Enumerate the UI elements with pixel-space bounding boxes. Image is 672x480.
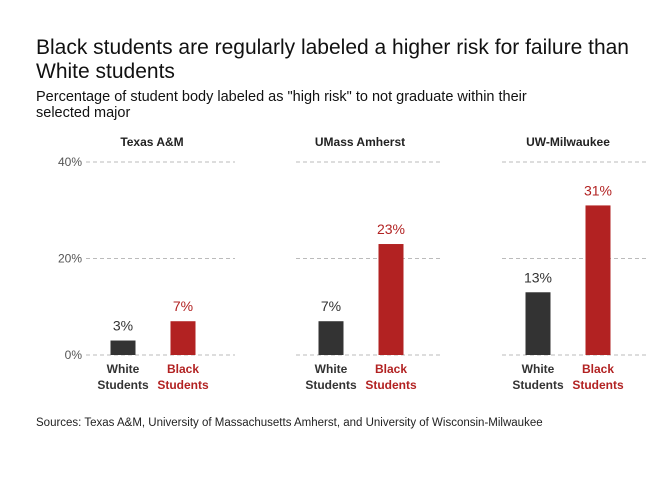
- x-tick-label: Students: [365, 378, 417, 392]
- bar-chart: 0% 20% 40% Texas A&M 3% White Students 7% Black S…: [58, 135, 649, 392]
- facet-title: Texas A&M: [120, 135, 183, 149]
- x-tick-label: Black: [582, 362, 614, 376]
- data-label: 31%: [584, 182, 612, 198]
- x-tick-label: Students: [572, 378, 624, 392]
- bar: [318, 321, 344, 355]
- x-tick-label: Students: [97, 378, 149, 392]
- facet-title: UMass Amherst: [315, 135, 405, 149]
- x-tick-label: Black: [375, 362, 407, 376]
- facet-title: UW-Milwaukee: [526, 135, 610, 149]
- data-label: 3%: [113, 318, 133, 334]
- y-tick-label: 40%: [58, 155, 82, 169]
- x-tick-label: Students: [305, 378, 357, 392]
- chart-subtitle: Percentage of student body labeled as "h…: [36, 89, 527, 121]
- data-label: 7%: [321, 298, 341, 314]
- bar: [585, 205, 611, 355]
- data-label: 13%: [524, 269, 552, 285]
- x-tick-label: Students: [157, 378, 209, 392]
- chart-title: Black students are regularly labeled a h…: [36, 36, 629, 83]
- y-tick-label: 20%: [58, 252, 82, 266]
- sources-caption: Sources: Texas A&M, University of Massac…: [36, 417, 543, 429]
- bar: [110, 340, 136, 355]
- x-tick-label: White: [315, 362, 348, 376]
- x-tick-label: White: [522, 362, 555, 376]
- bar: [170, 321, 196, 355]
- x-tick-label: White: [107, 362, 140, 376]
- data-label: 7%: [173, 298, 193, 314]
- bar: [525, 292, 551, 355]
- data-label: 23%: [377, 221, 405, 237]
- bar: [378, 244, 404, 355]
- x-tick-label: Black: [167, 362, 199, 376]
- x-tick-label: Students: [512, 378, 564, 392]
- y-tick-label: 0%: [65, 348, 83, 362]
